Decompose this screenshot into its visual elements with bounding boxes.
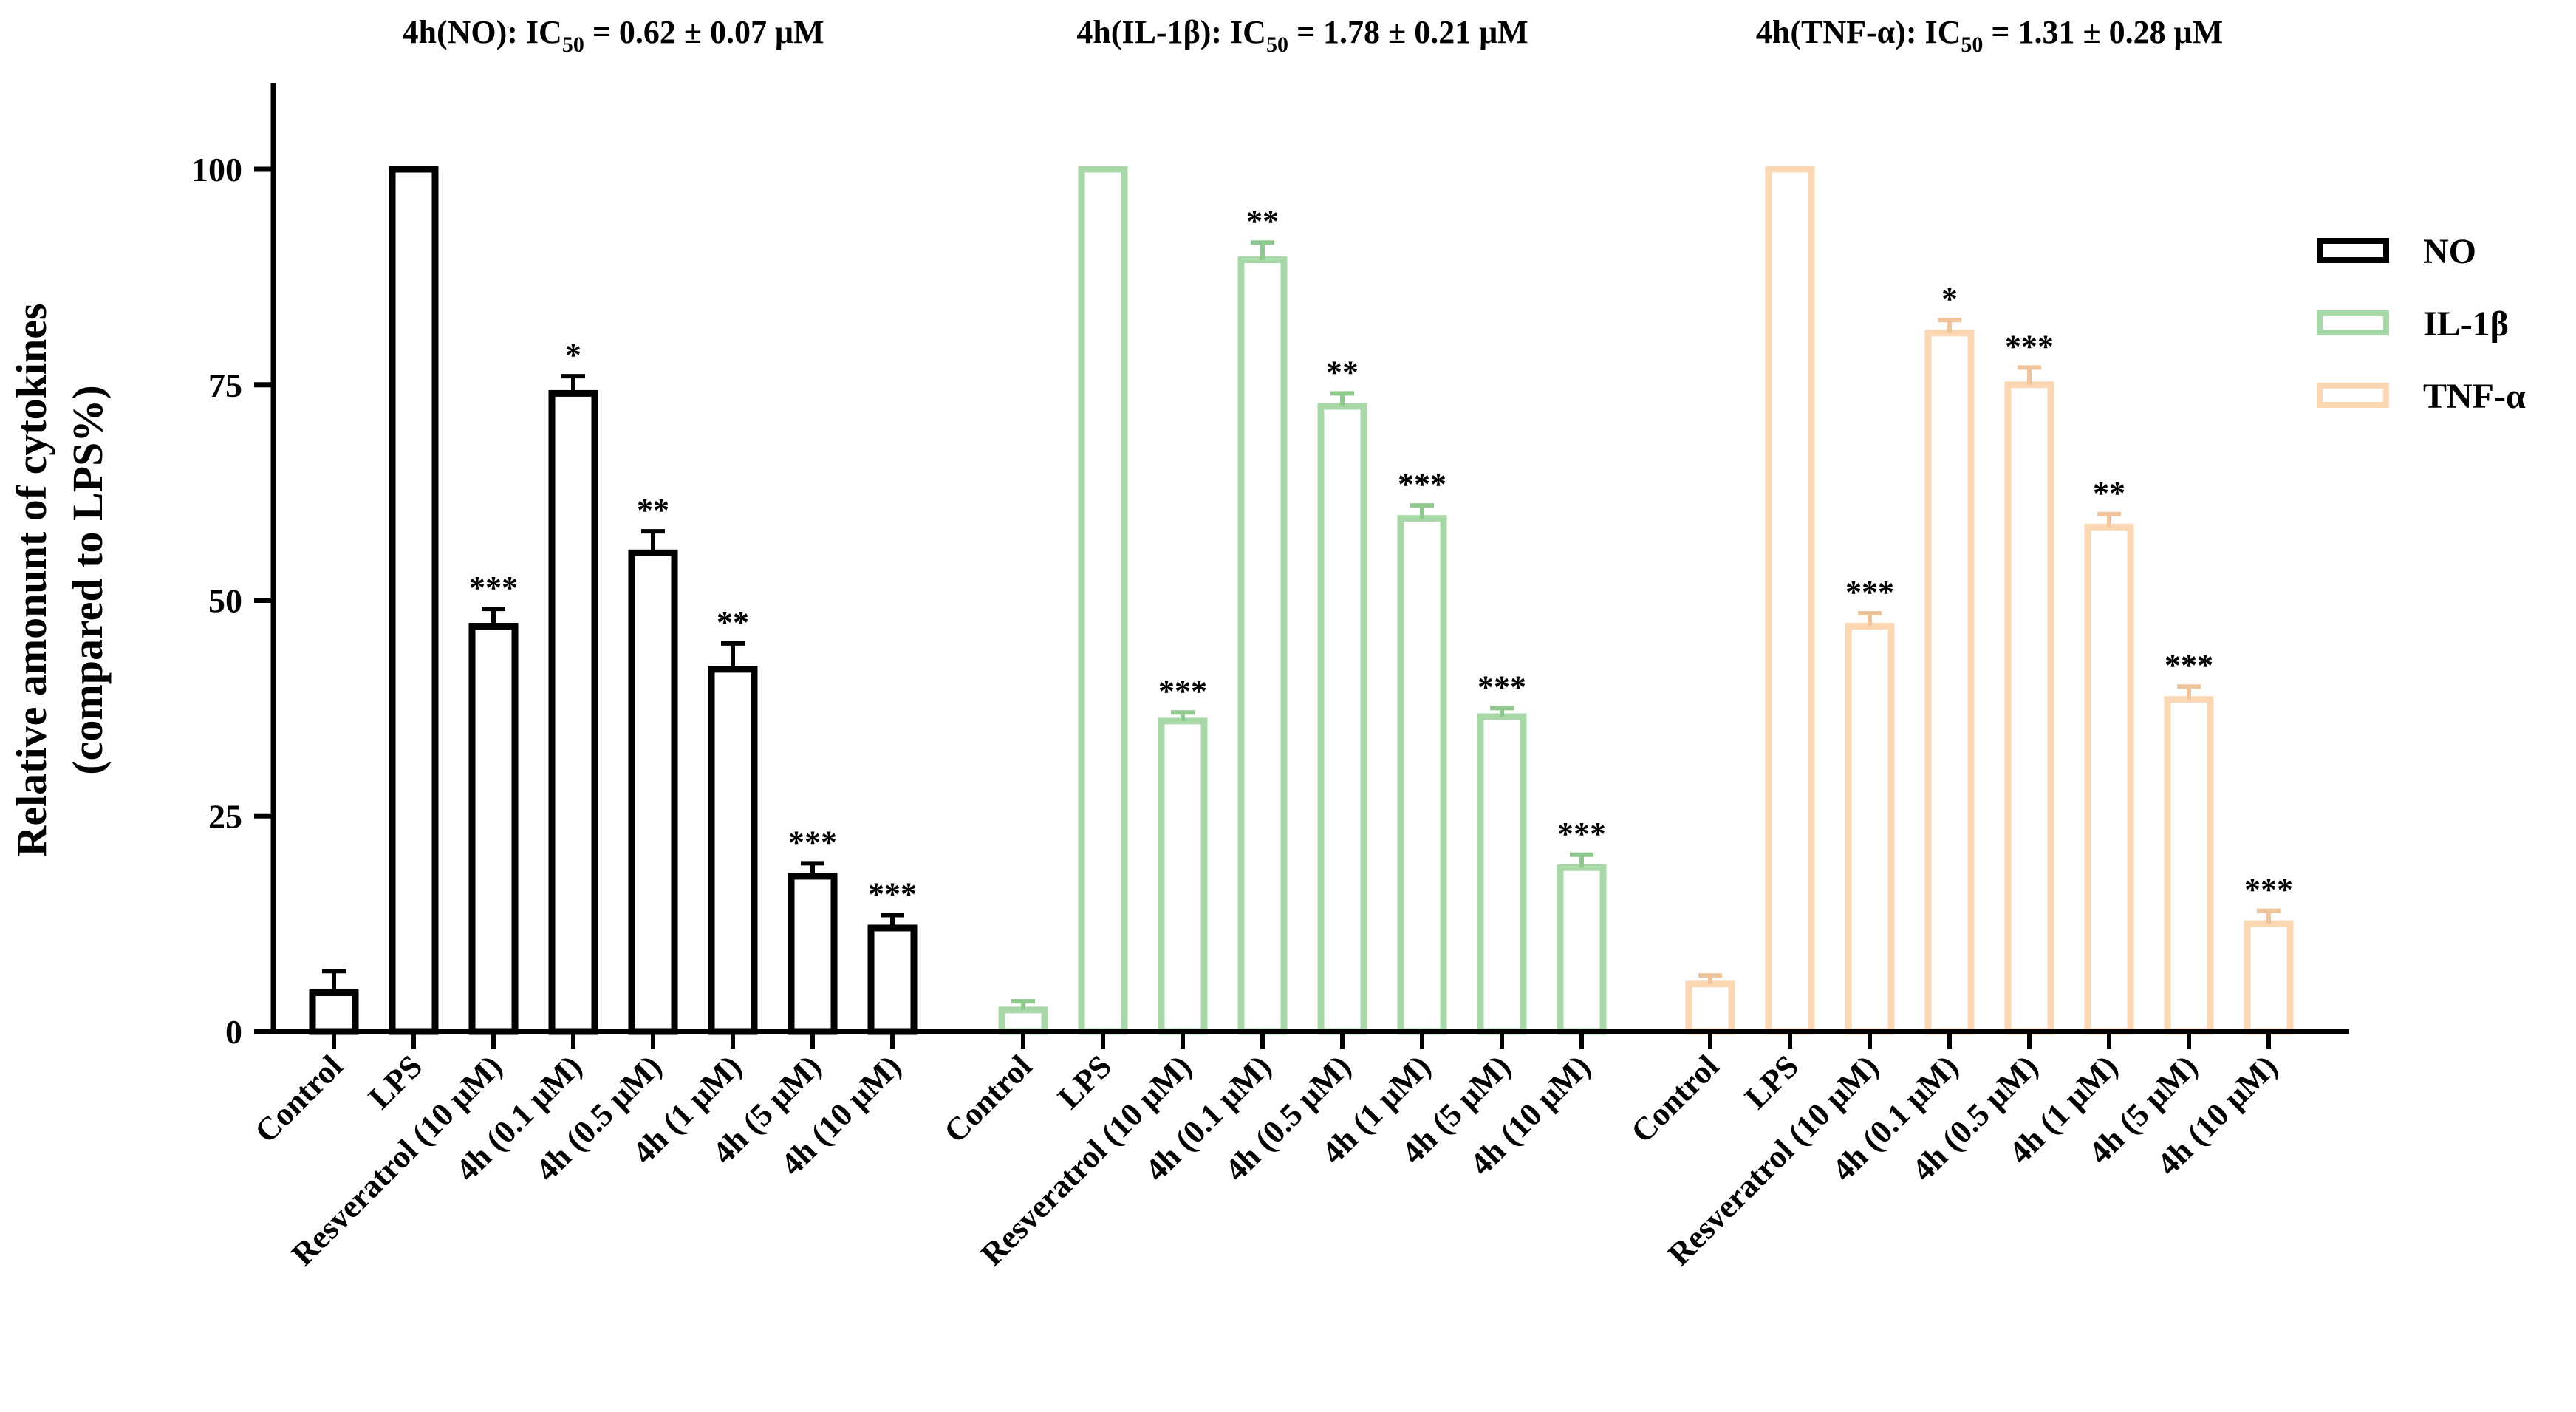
bar <box>468 623 519 1035</box>
bar <box>708 666 758 1035</box>
bar <box>1845 623 1895 1035</box>
significance-label: *** <box>1845 574 1894 610</box>
significance-label: *** <box>2165 647 2213 683</box>
ic50-title: 4h(IL-1β): IC50 = 1.78 ± 0.21 μM <box>1076 14 1528 57</box>
significance-label: *** <box>1477 669 1526 705</box>
significance-label: *** <box>868 876 917 912</box>
y-tick-label: 100 <box>191 151 242 188</box>
legend-label: NO <box>2423 232 2476 271</box>
bar <box>1924 330 1975 1035</box>
bar <box>548 389 598 1035</box>
y-axis-title-line2: (compared to LPS%) <box>64 385 112 774</box>
legend: NO IL-1β TNF-α <box>2317 232 2526 416</box>
y-tick-label: 0 <box>225 1013 242 1051</box>
significance-label: * <box>1941 281 1958 317</box>
x-tick-label: LPS <box>1050 1048 1118 1116</box>
ic50-title-prefix: 4h(IL-1β): IC <box>1076 14 1266 50</box>
bar <box>1685 980 1735 1035</box>
significance-label: *** <box>788 824 837 860</box>
ic50-title-suffix: = 1.31 ± 0.28 μM <box>1983 14 2223 50</box>
bar <box>1317 403 1367 1035</box>
bar <box>867 924 918 1035</box>
bar <box>998 1006 1048 1035</box>
bar <box>2084 523 2134 1035</box>
ic50-title: 4h(TNF-α): IC50 = 1.31 ± 0.28 μM <box>1756 14 2223 57</box>
bar <box>788 873 838 1035</box>
bars: ****************************************… <box>309 166 2294 1035</box>
ic50-title-prefix: 4h(TNF-α): IC <box>1756 14 1961 50</box>
y-tick-label: 50 <box>208 582 242 620</box>
ic50-title-subscript: 50 <box>1266 33 1288 57</box>
ic50-titles: 4h(NO): IC50 = 0.62 ± 0.07 μM 4h(IL-1β): … <box>402 14 2223 57</box>
significance-label: *** <box>1158 673 1207 709</box>
legend-label: IL-1β <box>2423 304 2509 344</box>
significance-label: *** <box>1398 466 1446 502</box>
significance-label: *** <box>1557 816 1606 852</box>
y-axis: 0 25 50 75 100 <box>191 83 276 1051</box>
ic50-title-subscript: 50 <box>562 33 584 57</box>
ic50-title-subscript: 50 <box>1961 33 1983 57</box>
significance-label: * <box>565 337 581 373</box>
significance-label: *** <box>2244 872 2293 908</box>
bar <box>309 989 359 1035</box>
significance-label: ** <box>637 492 669 528</box>
significance-label: ** <box>1326 354 1359 390</box>
x-tick-label: Control <box>937 1048 1039 1150</box>
bar <box>1078 166 1128 1035</box>
bar <box>1765 166 1815 1035</box>
bar <box>1557 864 1607 1035</box>
legend-swatch <box>2317 310 2389 335</box>
significance-label: *** <box>2005 328 2054 364</box>
bar <box>628 549 678 1035</box>
legend-swatch <box>2317 383 2389 408</box>
x-tick-label: LPS <box>1738 1048 1805 1116</box>
y-tick-label: 75 <box>208 366 242 404</box>
ic50-title-prefix: 4h(NO): IC <box>402 14 561 50</box>
x-tick-label: Control <box>1624 1048 1726 1150</box>
bar <box>1237 256 1288 1035</box>
x-tick-label: LPS <box>361 1048 429 1116</box>
y-tick-label: 25 <box>208 797 242 835</box>
legend-label: TNF-α <box>2423 377 2526 416</box>
bar <box>1158 717 1208 1035</box>
x-tick-label: Control <box>247 1048 349 1150</box>
significance-label: ** <box>2093 475 2125 511</box>
bar <box>1397 515 1447 1035</box>
ic50-title: 4h(NO): IC50 = 0.62 ± 0.07 μM <box>402 14 824 57</box>
bar <box>1477 713 1527 1035</box>
bar <box>389 166 439 1035</box>
bar <box>2244 920 2294 1035</box>
significance-label: ** <box>717 604 749 641</box>
bar <box>2164 696 2214 1035</box>
ic50-title-suffix: = 1.78 ± 0.21 μM <box>1288 14 1528 50</box>
bar <box>2004 381 2054 1035</box>
significance-label: ** <box>1246 203 1279 239</box>
significance-label: *** <box>469 570 518 606</box>
legend-swatch <box>2317 238 2389 263</box>
y-axis-title-line1: Relative amonunt of cytokines <box>7 303 55 856</box>
ic50-title-suffix: = 0.62 ± 0.07 μM <box>584 14 824 50</box>
